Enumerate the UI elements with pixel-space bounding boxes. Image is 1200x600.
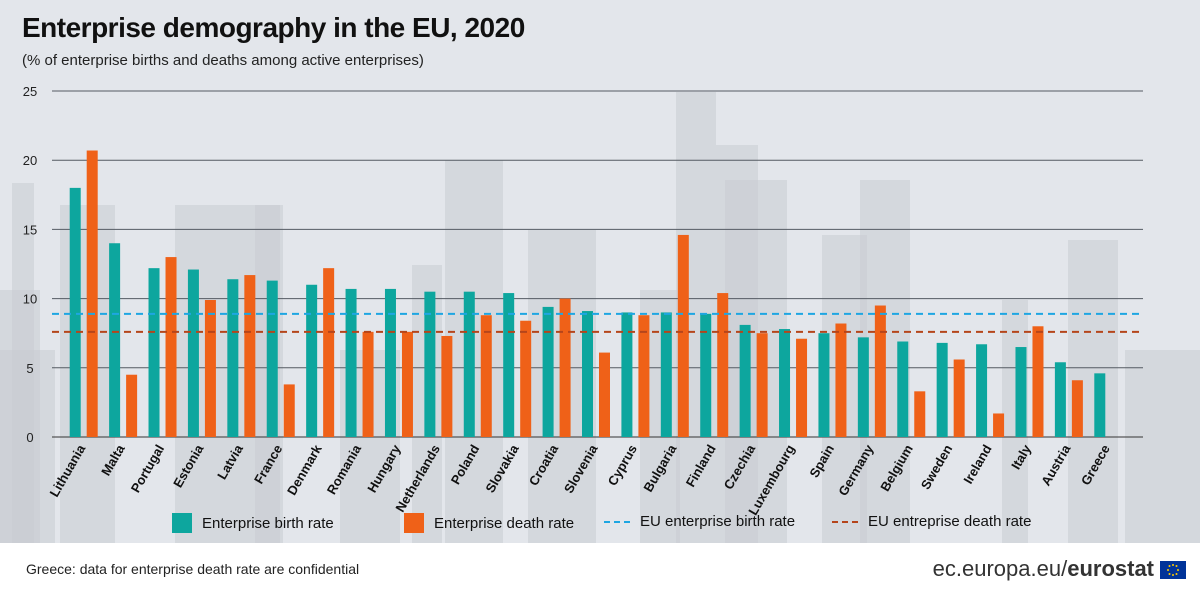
- bar-birth-rate: [857, 337, 869, 437]
- bar-death-rate: [480, 315, 492, 437]
- bar-death-rate: [717, 293, 729, 437]
- bar-death-rate: [204, 299, 216, 437]
- bar-birth-rate: [227, 279, 239, 437]
- bar-birth-rate: [660, 312, 672, 437]
- skyline-building: [725, 180, 787, 543]
- bar-death-rate: [638, 315, 650, 437]
- bar-death-rate: [559, 298, 571, 437]
- bar-birth-rate: [109, 243, 121, 437]
- bar-death-rate: [993, 413, 1005, 437]
- brand-prefix: ec.europa.eu/: [932, 556, 1068, 581]
- legend-item-eu-birth: EU enterprise birth rate: [604, 513, 795, 530]
- bar-birth-rate: [503, 293, 515, 437]
- bar-birth-rate: [148, 268, 160, 437]
- bar-birth-rate: [424, 291, 436, 437]
- bar-death-rate: [756, 333, 768, 437]
- x-tick-label: Sweden: [918, 442, 956, 492]
- legend-item-birth: Enterprise birth rate: [172, 513, 334, 533]
- bar-birth-rate: [1094, 373, 1106, 437]
- bar-death-rate: [1071, 380, 1083, 437]
- bar-birth-rate: [779, 329, 791, 437]
- legend-item-eu-death: EU entreprise death rate: [832, 513, 1031, 530]
- chart-subtitle: (% of enterprise births and deaths among…: [22, 52, 424, 69]
- bar-death-rate: [953, 359, 965, 437]
- legend-label-eu-birth: EU enterprise birth rate: [640, 513, 796, 530]
- bar-birth-rate: [582, 311, 593, 437]
- chart-title: Enterprise demography in the EU, 2020: [22, 12, 525, 43]
- bar-birth-rate: [700, 313, 712, 437]
- skyline-building: [0, 350, 55, 543]
- bars: [69, 150, 1106, 437]
- bar-birth-rate: [266, 280, 278, 437]
- x-tick-label: Portugal: [128, 442, 167, 495]
- y-tick-label: 25: [23, 84, 37, 99]
- x-tick-label: Ireland: [960, 442, 994, 486]
- bar-birth-rate: [345, 288, 357, 437]
- bar-death-rate: [677, 234, 689, 437]
- bar-death-rate: [244, 275, 256, 437]
- footer: Greece: data for enterprise death rate a…: [0, 543, 1200, 600]
- bar-birth-rate: [306, 284, 318, 437]
- legend-swatch-death: [404, 513, 424, 533]
- bar-birth-rate: [463, 291, 475, 437]
- y-tick-label: 0: [26, 430, 33, 445]
- legend-label-death: Enterprise death rate: [434, 514, 575, 532]
- skyline-building: [1125, 350, 1200, 543]
- bar-birth-rate: [897, 341, 909, 437]
- bar-birth-rate: [739, 324, 751, 437]
- bar-birth-rate: [384, 288, 396, 437]
- bar-birth-rate: [818, 333, 830, 437]
- bar-birth-rate: [542, 306, 554, 437]
- bar-death-rate: [362, 331, 374, 437]
- bar-birth-rate: [1054, 362, 1066, 437]
- legend-item-death: Enterprise death rate: [404, 513, 574, 533]
- legend-label-eu-death: EU entreprise death rate: [868, 513, 1032, 530]
- bar-birth-rate: [69, 187, 81, 437]
- bar-birth-rate: [1015, 347, 1027, 437]
- bar-death-rate: [165, 257, 177, 437]
- bar-birth-rate: [187, 269, 199, 437]
- bar-birth-rate: [976, 344, 988, 437]
- bar-death-rate: [126, 374, 138, 437]
- y-tick-label: 20: [23, 153, 37, 168]
- y-tick-label: 5: [26, 361, 33, 376]
- y-tick-label: 15: [23, 222, 37, 237]
- eurostat-link[interactable]: ec.europa.eu/eurostat: [933, 556, 1154, 582]
- bar-death-rate: [401, 331, 413, 437]
- bar-death-rate: [835, 323, 847, 437]
- x-tick-label: Denmark: [284, 441, 325, 497]
- bar-death-rate: [520, 320, 532, 437]
- legend-dash-eu-death: [832, 520, 858, 523]
- bar-death-rate: [86, 150, 98, 437]
- bar-death-rate: [1032, 326, 1044, 437]
- bar-death-rate: [283, 384, 295, 437]
- bar-death-rate: [914, 391, 926, 437]
- bar-birth-rate: [936, 342, 948, 437]
- footnote: Greece: data for enterprise death rate a…: [26, 561, 360, 577]
- x-tick-label: Cyprus: [605, 442, 640, 488]
- bar-death-rate: [323, 268, 335, 437]
- eu-reference-lines: [52, 312, 1143, 333]
- legend-dash-eu-birth: [604, 520, 630, 523]
- legend-label-birth: Enterprise birth rate: [202, 514, 334, 532]
- y-axis-ticks: 0 5 10 15 20 25: [23, 84, 37, 445]
- brand-name: eurostat: [1067, 556, 1154, 581]
- bar-death-rate: [874, 305, 886, 437]
- legend-swatch-birth: [172, 513, 192, 533]
- bar-death-rate: [599, 352, 610, 437]
- eu-flag-icon: [1160, 561, 1186, 579]
- y-tick-label: 10: [23, 292, 37, 307]
- bar-death-rate: [441, 335, 453, 437]
- bar-death-rate: [796, 338, 808, 437]
- bar-birth-rate: [621, 312, 633, 437]
